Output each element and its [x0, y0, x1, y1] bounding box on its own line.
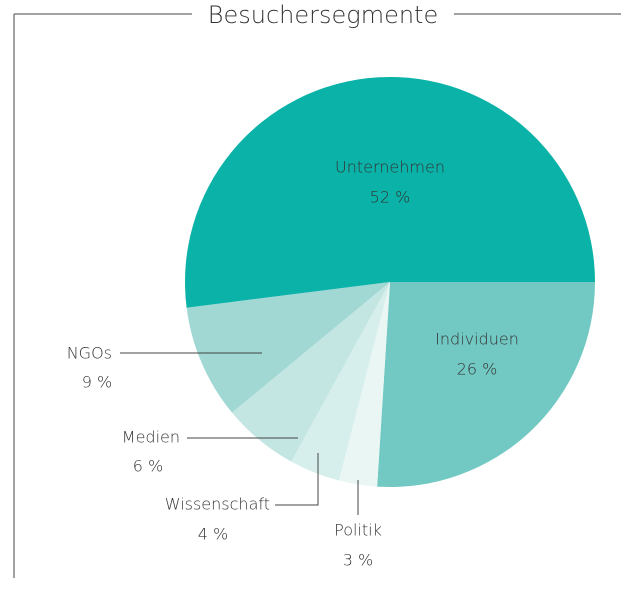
pie-slice — [291, 282, 390, 481]
slice-label: NGOs — [67, 344, 112, 363]
pie-slice — [186, 282, 390, 413]
value-label: 4 % — [198, 525, 228, 544]
slice-label: Medien — [122, 428, 180, 447]
value-label: 52 % — [370, 188, 411, 207]
slice-label: Wissenschaft — [165, 495, 270, 514]
slice-label: Unternehmen — [335, 158, 445, 177]
slice-label: Politik — [334, 521, 382, 540]
pie-slice — [377, 282, 595, 487]
value-label: 9 % — [82, 373, 112, 392]
value-label: 6 % — [133, 457, 163, 476]
pie-slice — [185, 77, 595, 308]
leader-line — [275, 453, 319, 506]
value-label: 26 % — [457, 360, 498, 379]
chart-title: Besuchersegmente — [208, 1, 438, 29]
value-label: 3 % — [343, 551, 373, 570]
pie-slice — [232, 282, 390, 462]
slice-label: Individuen — [435, 330, 519, 349]
pie-slice — [339, 282, 390, 487]
